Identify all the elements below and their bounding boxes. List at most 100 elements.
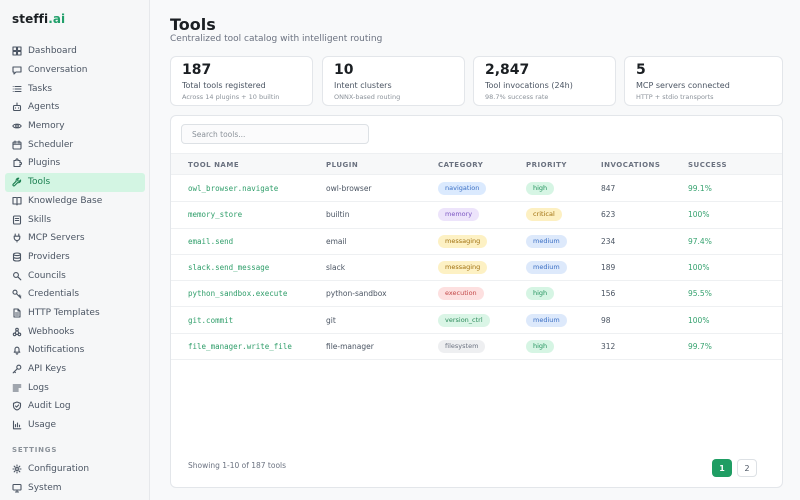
stat-card-intent-clusters: 10 Intent clusters ONNX-based routing (322, 56, 465, 106)
sidebar-item-configuration[interactable]: Configuration (5, 460, 145, 479)
sidebar-item-conversation[interactable]: Conversation (5, 61, 145, 80)
stat-card-invocations: 2,847 Tool invocations (24h) 98.7% succe… (473, 56, 616, 106)
sidebar-nav: Dashboard Conversation Tasks Agents Memory Sc… (5, 42, 145, 434)
sidebar-item-label: Tasks (28, 83, 53, 94)
sidebar-item-councils[interactable]: Councils (5, 266, 145, 285)
stat-label: Total tools registered (182, 81, 266, 90)
sidebar-item-label: Councils (28, 270, 66, 281)
sidebar-item-providers[interactable]: Providers (5, 248, 145, 267)
column-header-plugin[interactable]: PLUGIN (326, 161, 359, 169)
tools-table-panel: TOOL NAME PLUGIN CATEGORY PRIORITY INVOC… (170, 115, 783, 488)
brand-logo[interactable]: steffi.ai (12, 12, 65, 26)
sidebar-item-mcp-servers[interactable]: MCP Servers (5, 229, 145, 248)
sidebar-item-tools[interactable]: Tools (5, 172, 145, 192)
brand-dot: . (48, 12, 53, 26)
success-rate: 100% (688, 262, 710, 272)
column-header-priority[interactable]: PRIORITY (526, 161, 567, 169)
category-badge: messaging (438, 234, 488, 248)
column-header-category[interactable]: CATEGORY (438, 161, 484, 169)
council-icon (12, 271, 22, 281)
tool-name-link[interactable]: git.commit (188, 315, 234, 325)
database-icon (12, 252, 22, 262)
sidebar-item-system[interactable]: System (5, 479, 145, 498)
sidebar-item-credentials[interactable]: Credentials (5, 285, 145, 304)
table-row[interactable]: git.commit git version_ctrl medium 98 100% (171, 308, 782, 334)
pagination-summary: Showing 1-10 of 187 tools (188, 461, 287, 470)
sidebar-item-agents[interactable]: Agents (5, 98, 145, 117)
tool-name-link[interactable]: python_sandbox.execute (188, 289, 288, 299)
gear-icon (12, 464, 22, 474)
table-row[interactable]: slack.send_message slack messaging medium 18… (171, 255, 782, 282)
sidebar-item-label: Conversation (28, 65, 88, 76)
stat-value: 2,847 (485, 62, 530, 78)
sidebar-item-memory[interactable]: Memory (5, 117, 145, 136)
table-row[interactable]: email.send email messaging medium 234 97.4% (171, 229, 782, 255)
page-button-1[interactable]: 1 (712, 459, 732, 477)
column-header-success[interactable]: SUCCESS (688, 161, 728, 169)
plug-icon (12, 233, 22, 243)
sidebar-item-dashboard[interactable]: Dashboard (5, 42, 145, 61)
table-row[interactable]: python_sandbox.execute python-sandbox exec… (171, 281, 782, 308)
sidebar-item-label: Notifications (28, 345, 85, 356)
tool-name-link[interactable]: owl_browser.navigate (188, 184, 279, 193)
sidebar-item-label: API Keys (28, 364, 67, 375)
plugin-name: slack (326, 262, 346, 272)
dashboard-icon (12, 46, 22, 56)
sidebar-item-logs[interactable]: Logs (5, 378, 145, 397)
sidebar-item-label: Credentials (28, 289, 80, 300)
table-row[interactable]: file_manager.write_file file-manager files… (171, 334, 782, 361)
sidebar-item-webhooks[interactable]: Webhooks (5, 322, 145, 341)
invocations-count: 312 (601, 341, 616, 351)
tool-name-link[interactable]: email.send (188, 236, 234, 246)
page-button-2[interactable]: 2 (737, 459, 757, 477)
sidebar-item-tasks[interactable]: Tasks (5, 79, 145, 98)
tool-name-link[interactable]: slack.send_message (188, 262, 270, 272)
category-badge: memory (438, 208, 480, 222)
success-rate: 100% (688, 210, 710, 220)
sidebar-item-plugins[interactable]: Plugins (5, 154, 145, 173)
list-icon (12, 84, 22, 94)
sidebar-item-label: Skills (28, 214, 52, 225)
webhook-icon (12, 327, 22, 337)
sidebar-item-notifications[interactable]: Notifications (5, 341, 145, 360)
book-icon (12, 196, 22, 206)
sidebar-item-usage[interactable]: Usage (5, 416, 145, 435)
sidebar-item-label: Memory (28, 121, 65, 132)
category-badge: version_ctrl (438, 313, 490, 327)
priority-badge: high (526, 287, 555, 301)
brand-name: steffi (12, 12, 49, 26)
search-input[interactable] (181, 124, 369, 144)
sidebar: steffi.ai Dashboard Conversation Tasks Agen… (0, 0, 150, 500)
table-row[interactable]: owl_browser.navigate owl-browser navigatio… (171, 176, 782, 203)
sidebar-item-knowledge-base[interactable]: Knowledge Base (5, 192, 145, 211)
plugin-name: file-manager (326, 341, 374, 351)
document-icon (12, 308, 22, 318)
sidebar-item-label: Logs (28, 382, 49, 393)
category-badge: filesystem (438, 339, 486, 353)
sidebar-settings-nav: Configuration System (5, 460, 145, 497)
column-header-tool-name[interactable]: TOOL NAME (188, 161, 240, 169)
category-badge: navigation (438, 182, 487, 195)
column-header-invocations[interactable]: INVOCATIONS (601, 161, 661, 169)
plugin-name: builtin (326, 210, 350, 220)
skills-icon (12, 214, 22, 225)
sidebar-item-api-keys[interactable]: API Keys (5, 360, 145, 379)
priority-badge: critical (526, 208, 562, 222)
stat-value: 5 (636, 62, 646, 78)
plugin-name: owl-browser (326, 184, 372, 193)
shield-icon (12, 401, 22, 411)
sidebar-item-label: Plugins (28, 158, 61, 169)
stat-label: Intent clusters (334, 81, 392, 90)
success-rate: 95.5% (688, 289, 712, 299)
stat-label: Tool invocations (24h) (485, 81, 573, 90)
tool-name-link[interactable]: file_manager.write_file (188, 341, 292, 351)
tool-name-link[interactable]: memory_store (188, 210, 243, 220)
sidebar-item-label: Usage (28, 420, 57, 431)
sidebar-item-audit-log[interactable]: Audit Log (5, 397, 145, 416)
sidebar-item-http-templates[interactable]: HTTP Templates (5, 304, 145, 323)
sidebar-item-skills[interactable]: Skills (5, 210, 145, 229)
sidebar-item-scheduler[interactable]: Scheduler (5, 135, 145, 154)
table-header: TOOL NAME PLUGIN CATEGORY PRIORITY INVOC… (171, 153, 782, 175)
main-content: Tools Centralized tool catalog with inte… (150, 0, 800, 500)
table-row[interactable]: memory_store builtin memory critical 623 100% (171, 202, 782, 229)
